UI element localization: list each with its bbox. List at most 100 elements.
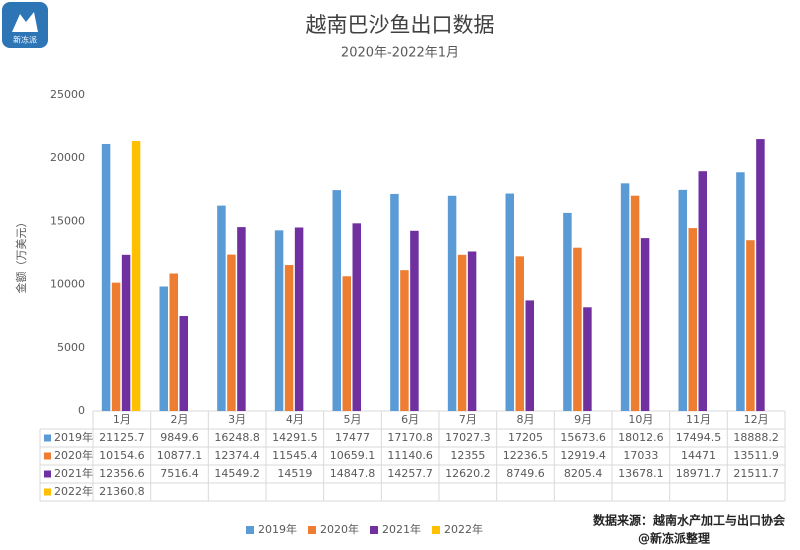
table-cell: 14549.2 xyxy=(214,467,260,480)
bar xyxy=(179,315,188,411)
bar xyxy=(698,171,707,411)
x-tick-label: 6月 xyxy=(401,413,419,426)
bar xyxy=(131,140,141,411)
bar xyxy=(352,223,361,411)
y-tick-label: 5000 xyxy=(57,341,85,354)
table-cell: 13511.9 xyxy=(733,449,779,462)
y-tick-label: 0 xyxy=(78,404,85,417)
table-cell: 18971.7 xyxy=(676,467,722,480)
source: 数据来源：越南水产加工与出口协会 xyxy=(593,513,786,528)
bar xyxy=(736,172,745,411)
chart-subtitle: 2020年-2022年1月 xyxy=(341,46,459,61)
table-cell: 12356.6 xyxy=(99,467,145,480)
table-cell: 14847.8 xyxy=(330,467,376,480)
bar xyxy=(227,254,236,411)
bar xyxy=(410,230,419,411)
x-tick-label: 10月 xyxy=(628,413,653,426)
table-legend-swatch xyxy=(44,488,51,496)
table-cell: 9849.6 xyxy=(160,431,199,444)
bar xyxy=(563,212,572,411)
bar xyxy=(400,270,409,411)
bar xyxy=(630,195,640,411)
legend-swatch xyxy=(432,526,440,534)
bar xyxy=(274,230,284,411)
table-cell: 17205 xyxy=(508,431,543,444)
table-legend-swatch xyxy=(44,470,51,478)
table-cell: 14257.7 xyxy=(387,467,433,480)
x-tick-label: 1月 xyxy=(113,413,131,426)
bar xyxy=(525,300,534,411)
table-cell: 18012.6 xyxy=(618,431,664,444)
table-cell: 14519 xyxy=(277,467,312,480)
bar xyxy=(746,240,755,411)
bar xyxy=(217,205,226,411)
bar xyxy=(237,227,246,411)
y-tick-label: 15000 xyxy=(50,214,85,227)
bar xyxy=(678,189,687,411)
table-cell: 14471 xyxy=(681,449,716,462)
table-cell: 11545.4 xyxy=(272,449,318,462)
bar xyxy=(121,254,131,411)
table-cell: 21125.7 xyxy=(99,431,145,444)
x-tick-label: 5月 xyxy=(344,413,362,426)
table-cell: 17494.5 xyxy=(676,431,722,444)
bar xyxy=(169,273,178,411)
table-cell: 12374.4 xyxy=(214,449,260,462)
bar xyxy=(284,265,294,411)
table-cell: 10154.6 xyxy=(99,449,145,462)
table-cell: 17027.3 xyxy=(445,431,491,444)
logo-icon xyxy=(12,12,38,32)
table-cell: 12355 xyxy=(450,449,485,462)
y-tick-label: 25000 xyxy=(50,88,85,101)
table-legend-swatch xyxy=(44,434,51,442)
bar xyxy=(505,193,514,411)
bar xyxy=(467,251,477,411)
table-cell: 11140.6 xyxy=(387,449,433,462)
table-cell: 8749.6 xyxy=(506,467,545,480)
x-tick-label: 8月 xyxy=(517,413,535,426)
legend-swatch xyxy=(308,526,316,534)
logo-text: 新冻派 xyxy=(13,35,37,45)
table-cell: 12236.5 xyxy=(503,449,549,462)
table-cell: 15673.6 xyxy=(560,431,606,444)
x-tick-label: 4月 xyxy=(286,413,304,426)
table-cell: 10877.1 xyxy=(157,449,203,462)
bar xyxy=(332,190,341,411)
y-axis-label: 金额（万美元） xyxy=(14,217,28,294)
x-tick-label: 3月 xyxy=(228,413,246,426)
y-tick-label: 10000 xyxy=(50,278,85,291)
x-tick-label: 7月 xyxy=(459,413,477,426)
bar xyxy=(390,193,399,411)
table-cell: 7516.4 xyxy=(160,467,199,480)
table-cell: 17170.8 xyxy=(387,431,433,444)
table-cell: 17033 xyxy=(623,449,658,462)
bar xyxy=(447,195,457,411)
legend-swatch xyxy=(370,526,378,534)
table-cell: 14291.5 xyxy=(272,431,318,444)
table-legend-swatch xyxy=(44,452,51,460)
table-cell: 16248.8 xyxy=(214,431,260,444)
legend-label: 2019年 xyxy=(258,522,297,536)
table-cell: 10659.1 xyxy=(330,449,376,462)
bar xyxy=(573,247,582,411)
bar xyxy=(688,228,697,411)
table-row-header: 2021年 xyxy=(54,466,93,480)
bar xyxy=(159,286,168,411)
table-cell: 18888.2 xyxy=(733,431,779,444)
table-cell: 21511.7 xyxy=(733,467,779,480)
x-tick-label: 2月 xyxy=(171,413,189,426)
table-cell: 17477 xyxy=(335,431,370,444)
bar xyxy=(111,282,121,411)
x-tick-label: 9月 xyxy=(574,413,592,426)
legend-label: 2022年 xyxy=(444,522,483,536)
table-cell: 12919.4 xyxy=(560,449,606,462)
table-cell: 13678.1 xyxy=(618,467,664,480)
credit: @新冻派整理 xyxy=(638,531,710,546)
bar xyxy=(294,227,304,411)
table-cell: 12620.2 xyxy=(445,467,491,480)
x-tick-label: 11月 xyxy=(686,413,711,426)
bar xyxy=(515,256,524,411)
table-cell: 8205.4 xyxy=(564,467,603,480)
table-row-header: 2020年 xyxy=(54,448,93,462)
